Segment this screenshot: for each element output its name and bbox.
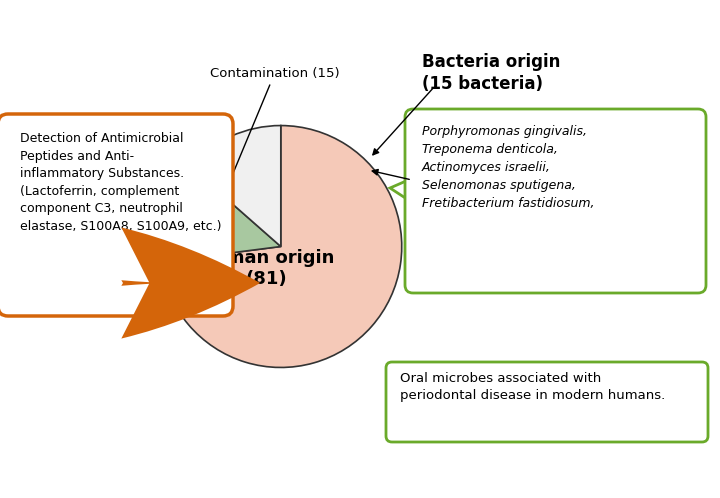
Wedge shape [190, 125, 281, 247]
Text: Oral microbes associated with
periodontal disease in modern humans.: Oral microbes associated with periodonta… [400, 372, 665, 402]
Text: Porphyromonas gingivalis,
Treponema denticola,
Actinomyces israelii,
Selenomonas: Porphyromonas gingivalis, Treponema dent… [422, 125, 595, 210]
FancyBboxPatch shape [0, 114, 233, 316]
Wedge shape [160, 167, 281, 262]
FancyBboxPatch shape [405, 109, 706, 293]
Text: Human origin
(81): Human origin (81) [198, 249, 335, 288]
Text: Bacteria origin
(15 bacteria): Bacteria origin (15 bacteria) [422, 53, 560, 93]
Text: Detection of Antimicrobial
Peptides and Anti-
inflammatory Substances.
(Lactofer: Detection of Antimicrobial Peptides and … [20, 132, 222, 233]
Text: Contamination (15): Contamination (15) [210, 67, 340, 221]
FancyBboxPatch shape [386, 362, 708, 442]
Polygon shape [390, 178, 413, 203]
Wedge shape [161, 125, 402, 368]
